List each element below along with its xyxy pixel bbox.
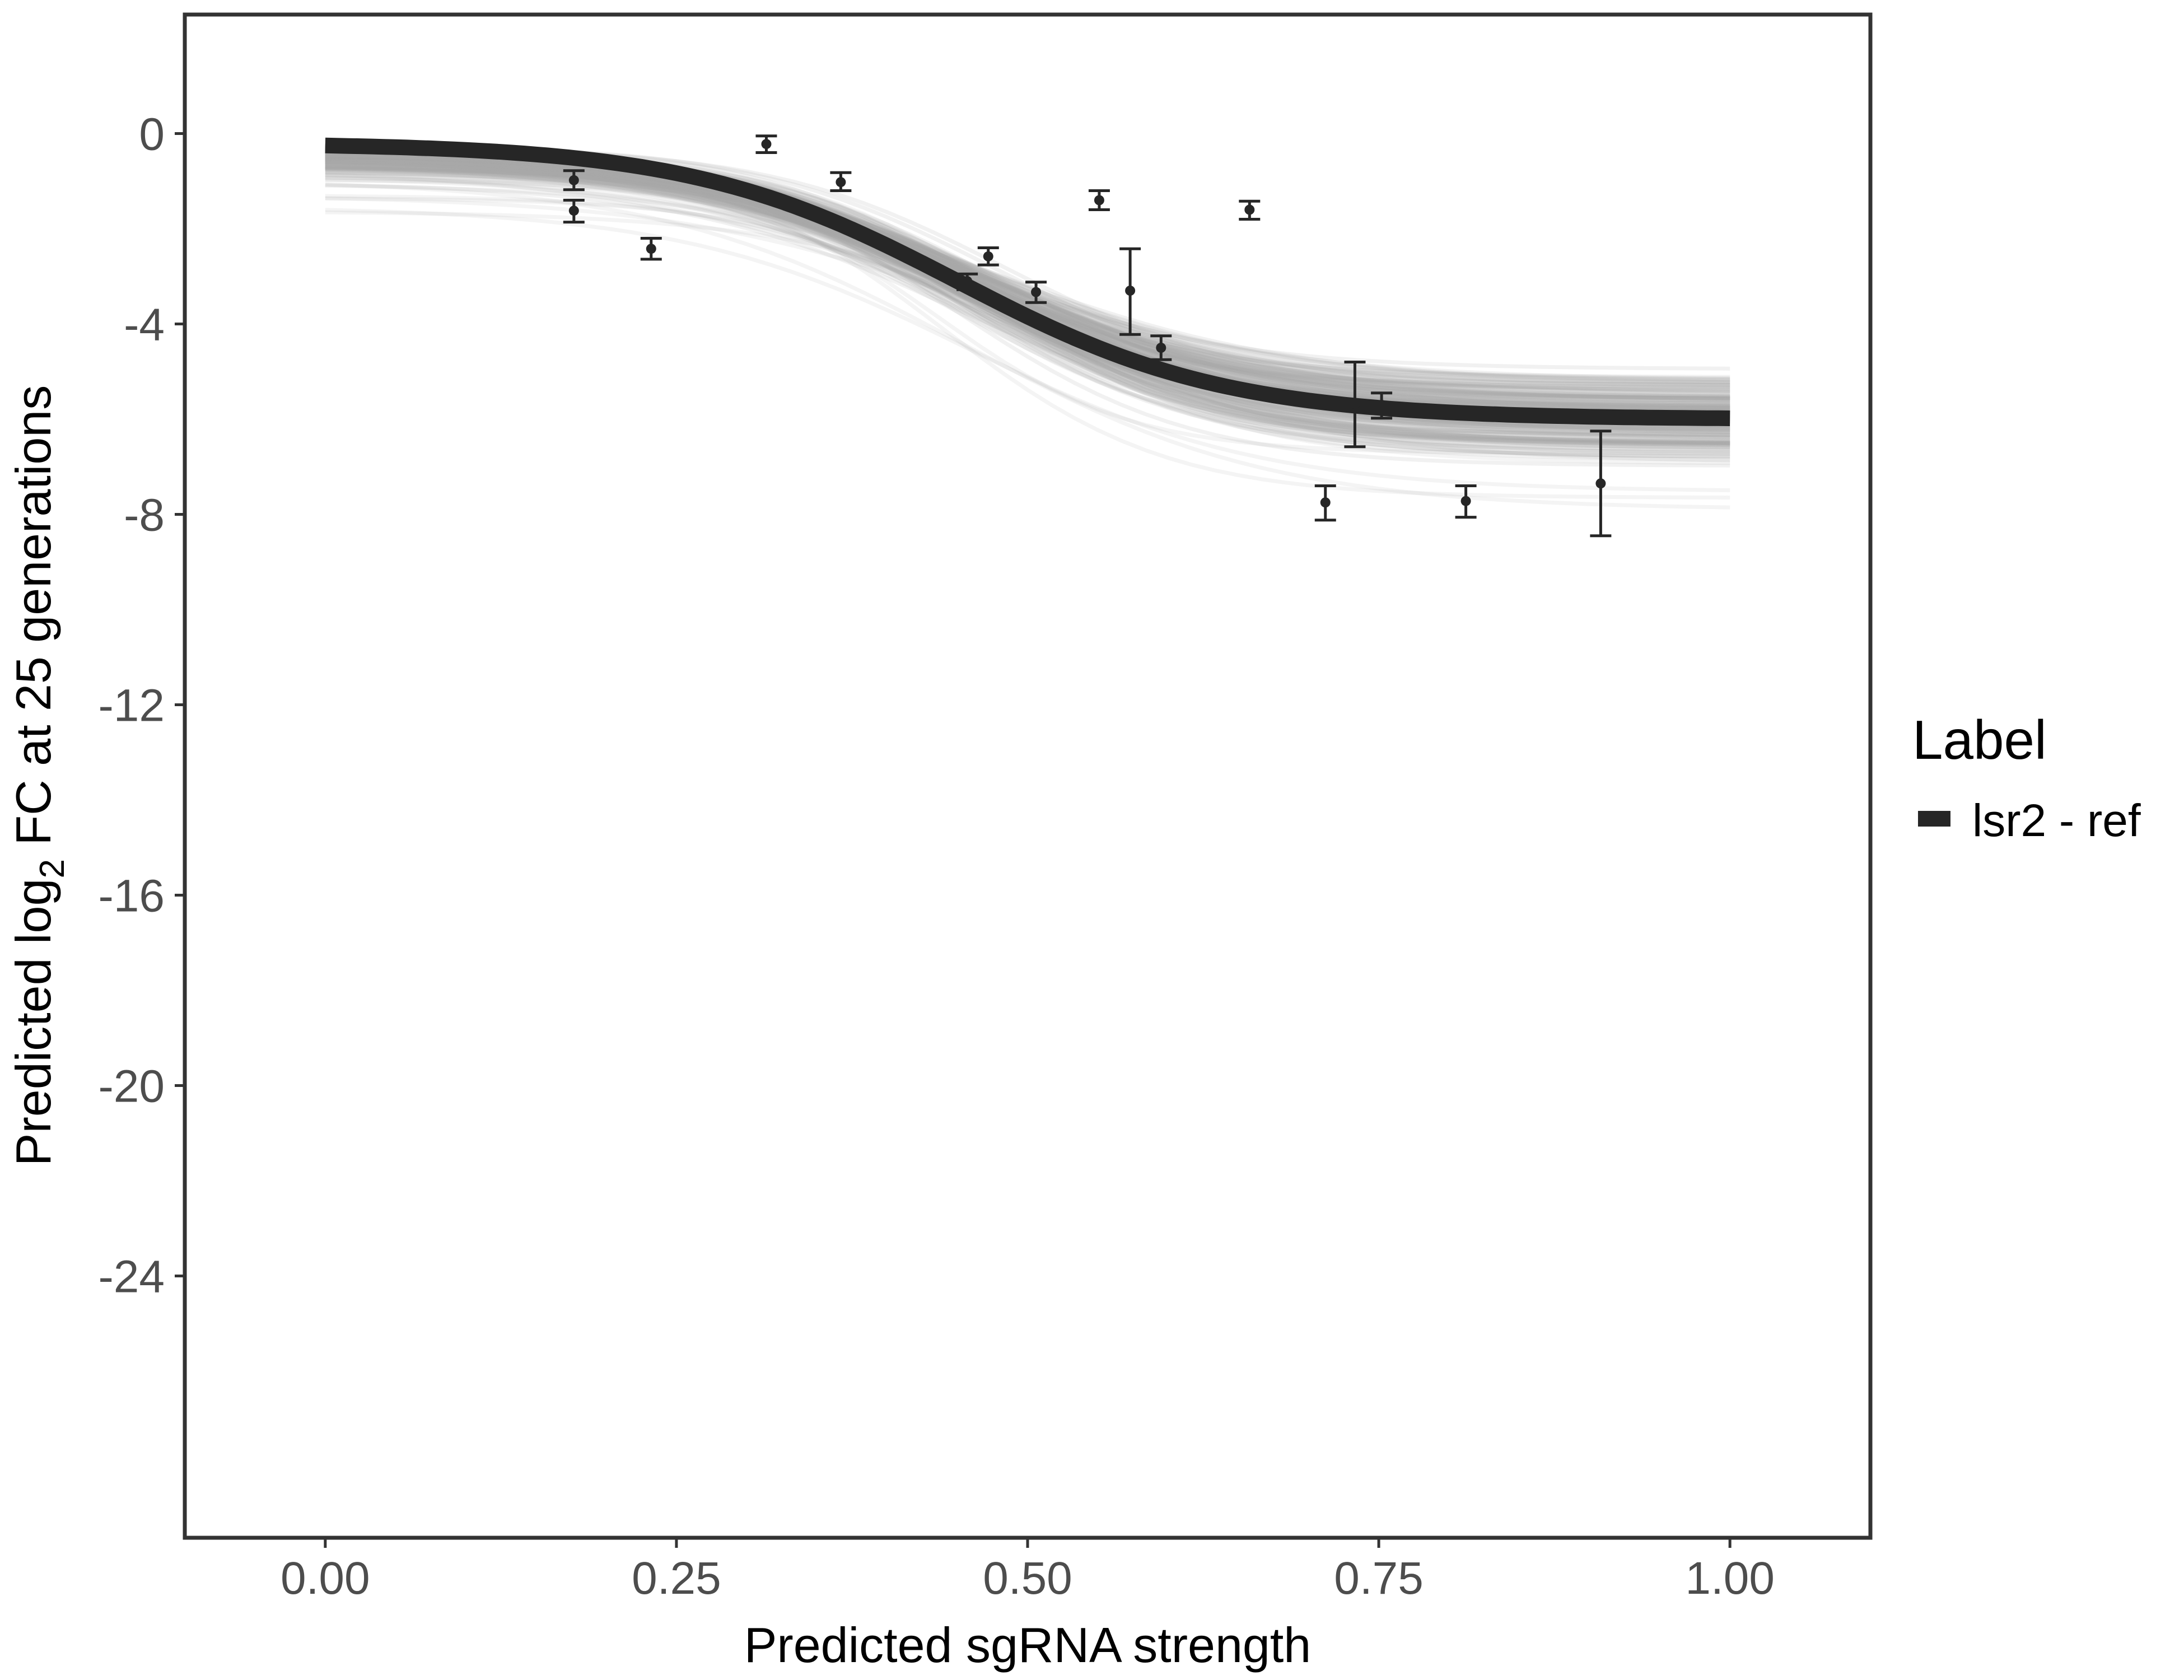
posterior-draw-curve <box>325 162 1730 389</box>
posterior-draw-curve <box>325 153 1730 399</box>
x-axis-title: Predicted sgRNA strength <box>744 1617 1312 1673</box>
x-tick-label: 0.75 <box>1334 1553 1424 1604</box>
data-point <box>1125 286 1136 296</box>
y-tick-label: -16 <box>98 871 165 922</box>
posterior-draw-curve <box>325 166 1730 407</box>
legend: Label lsr2 - ref <box>1912 709 2141 846</box>
data-point <box>962 276 973 286</box>
data-point <box>836 177 846 188</box>
posterior-draw-curve <box>325 183 1730 434</box>
posterior-draw-curve <box>325 154 1730 431</box>
y-tick-label: 0 <box>139 109 165 160</box>
posterior-draw-curve <box>325 167 1730 430</box>
posterior-draw-curve <box>325 167 1730 393</box>
posterior-draw-curve <box>325 154 1730 382</box>
posterior-draw-curve <box>325 154 1730 461</box>
x-tick-label: 0.50 <box>983 1553 1072 1604</box>
posterior-draw-curve <box>325 157 1730 394</box>
posterior-draw-curve <box>325 159 1730 400</box>
posterior-draw-curve <box>325 164 1730 444</box>
y-axis-title-prefix: Predicted log <box>6 879 61 1166</box>
posterior-draw-curve <box>325 156 1730 444</box>
y-axis-title: Predicted log2 FC at 25 generations <box>6 385 72 1166</box>
x-axis: 0.00 0.25 0.50 0.75 1.00 <box>281 1538 1775 1604</box>
x-tick-label: 0.25 <box>632 1553 721 1604</box>
posterior-draw-curve <box>325 166 1730 446</box>
fit-line-lsr2-ref <box>325 137 1730 426</box>
x-tick-label: 1.00 <box>1685 1553 1775 1604</box>
posterior-draw-curve <box>325 165 1730 436</box>
posterior-draw-curve <box>325 161 1730 459</box>
legend-key-lsr2-ref <box>1918 811 1950 827</box>
posterior-draw-curve <box>325 210 1730 403</box>
posterior-draw-curve <box>325 158 1730 402</box>
x-tick-label: 0.00 <box>281 1553 370 1604</box>
posterior-draw-curve <box>325 166 1730 371</box>
y-tick-label: -4 <box>124 300 165 351</box>
posterior-draw-curve <box>325 156 1730 398</box>
posterior-draw-curve <box>325 194 1730 400</box>
posterior-draw-curve <box>325 153 1730 447</box>
data-point <box>761 139 772 150</box>
data-point <box>568 206 579 216</box>
data-point <box>1031 287 1042 297</box>
y-tick-label: -24 <box>98 1252 165 1303</box>
posterior-draw-curve <box>325 158 1730 447</box>
posterior-draw-curve <box>325 170 1730 399</box>
data-point <box>1320 497 1331 508</box>
y-axis-title-subscript: 2 <box>33 859 72 878</box>
data-point <box>1350 399 1360 409</box>
data-point <box>1094 195 1104 206</box>
data-point <box>568 175 579 185</box>
data-point <box>1376 400 1387 410</box>
panel-background <box>185 15 1870 1538</box>
posterior-draw-curve <box>325 196 1730 405</box>
data-point <box>1460 496 1471 506</box>
posterior-draw-curve <box>325 164 1730 459</box>
posterior-draw-curve <box>325 162 1730 412</box>
data-point <box>1156 343 1166 353</box>
posterior-draw-curve <box>325 160 1730 446</box>
y-axis-title-suffix: FC at 25 generations <box>6 385 61 859</box>
posterior-draw-curve <box>325 155 1730 450</box>
posterior-draw-curve <box>325 157 1730 432</box>
posterior-draw-curve <box>325 160 1730 455</box>
y-axis: 0 -4 -8 -12 -16 -20 -24 <box>98 109 185 1303</box>
data-point <box>1595 478 1606 489</box>
data-point <box>983 251 993 262</box>
posterior-draw-curve <box>325 153 1730 444</box>
posterior-draw-curve <box>325 156 1730 500</box>
posterior-draw-curve <box>325 158 1730 446</box>
posterior-draw-curve <box>325 208 1730 492</box>
fit-line-group <box>325 137 1730 426</box>
posterior-draw-curve <box>325 160 1730 385</box>
data-point <box>646 244 656 254</box>
observed-points <box>568 139 1606 508</box>
posterior-draw-curve <box>325 157 1730 441</box>
posterior-draw-curve <box>325 153 1730 407</box>
posterior-draw-curve <box>325 161 1730 431</box>
posterior-draw-curve <box>325 166 1730 404</box>
posterior-draw-curve <box>325 163 1730 389</box>
posterior-draw-curve <box>325 154 1730 468</box>
y-tick-label: -20 <box>98 1061 165 1112</box>
posterior-draw-curve <box>325 157 1730 447</box>
posterior-draw-curve <box>325 150 1730 381</box>
legend-label-lsr2-ref: lsr2 - ref <box>1972 795 2141 846</box>
posterior-draw-curve <box>325 178 1730 456</box>
posterior-draw-curve <box>325 182 1730 510</box>
y-tick-label: -12 <box>98 680 165 731</box>
posterior-draw-curve <box>325 153 1730 403</box>
posterior-draw-curve <box>325 160 1730 389</box>
data-point <box>1244 204 1255 215</box>
posterior-draw-curve <box>325 165 1730 445</box>
posterior-draw-curve <box>325 161 1730 381</box>
posterior-draw-curve <box>325 164 1730 384</box>
y-tick-label: -8 <box>124 490 165 541</box>
legend-title: Label <box>1912 709 2047 771</box>
